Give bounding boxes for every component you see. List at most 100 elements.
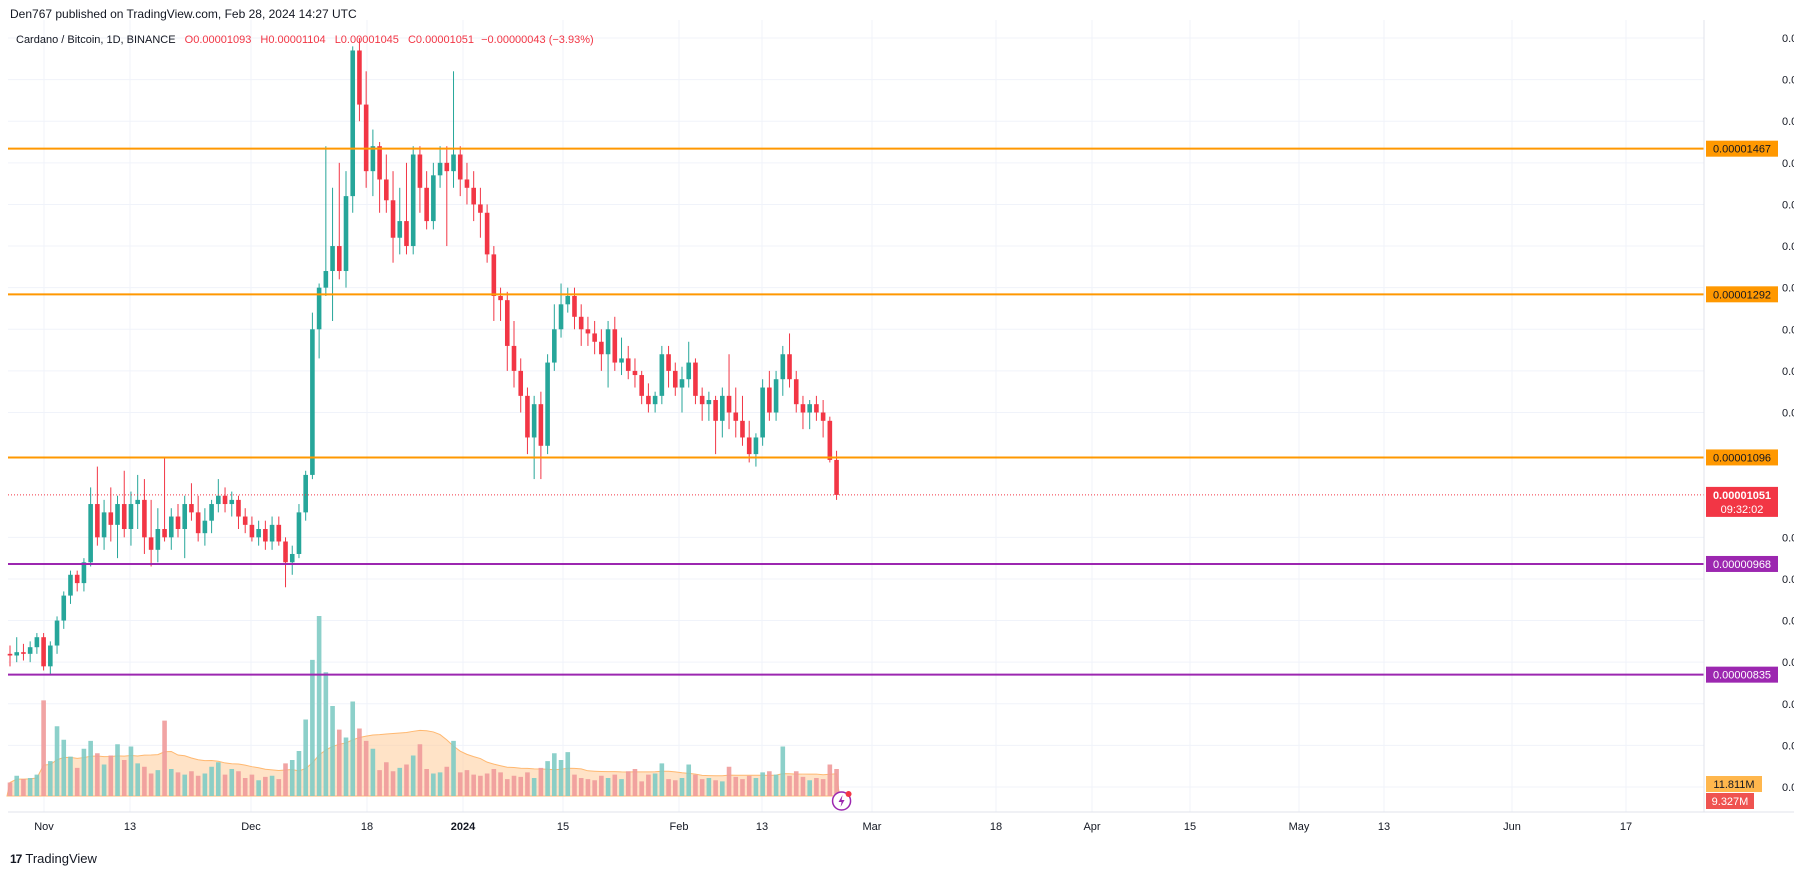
candle-body [531,404,537,438]
candle-body [242,516,248,525]
candle-body [390,200,396,238]
candle-body [350,50,356,197]
time-axis: Nov 13 Dec 18 2024 15 Feb 13 Mar 18 Apr 15 May 13 Jun 1… [8,811,1794,833]
candle-body [14,652,20,656]
candle-body [686,362,692,380]
candle-body [370,146,376,172]
candle-body [753,437,759,455]
candle-body [397,221,403,238]
candle-body [202,520,208,534]
volume-bar [95,753,100,796]
last-price-label: 0.00001051 [1713,490,1771,502]
candle-body [578,316,584,330]
time-tick-label: 13 [1378,821,1390,833]
candle-body [639,375,644,396]
volume-bar [753,778,759,796]
volume-bar [370,748,376,796]
price-tick-label: 0.00001200 [1782,366,1794,378]
candle-body [95,504,100,538]
candle-body [54,620,60,646]
candle-body [659,354,665,396]
time-tick-label: Feb [670,821,689,833]
volume-bar [666,779,671,796]
volume-bar [746,775,752,796]
candle-body [377,146,382,180]
volume-bar [222,774,228,796]
candle-body [142,499,147,538]
footer-brand: TradingView [25,851,97,866]
candle-body [410,154,416,247]
volume-last-tag [1706,793,1754,809]
volume-bar [780,746,786,796]
candle-body [464,179,470,188]
tradingview-logo-icon: 17 [10,851,22,866]
candle-body [7,653,13,656]
candle-body [128,504,134,530]
candle-body [276,524,282,542]
candle-body [632,370,638,376]
candle-body [310,329,315,475]
candle-body [592,333,597,342]
volume-bar [263,776,268,796]
volume-bar [115,744,120,796]
candle-body [471,187,476,205]
volume-bar [437,772,443,796]
volume-bar [48,761,53,796]
candle-body [545,362,550,446]
candle-body [451,154,456,172]
volume-bar [283,763,288,796]
volume-bar [162,720,167,796]
volume-bar [336,729,342,796]
volume-bar [498,772,503,796]
volume-bar [511,775,517,796]
volume-bar [303,719,308,796]
volume-bar [410,755,416,796]
candle-body [612,329,618,363]
candle-body [135,499,140,505]
volume-bar [827,764,833,796]
level-price-label: 0.00001292 [1713,289,1771,301]
volume-bar [531,778,537,796]
volume-bar [269,775,275,796]
volume-bar [726,766,732,796]
candle-body [814,404,819,413]
volume-bar [518,776,524,796]
candle-body [263,529,268,542]
candle-body [336,246,342,272]
price-tick-label: 0.00000800 [1782,699,1794,711]
candle-body [807,404,812,413]
candle-body [437,162,443,176]
volume-bar [108,755,114,796]
candle-body [679,379,685,388]
volume-bar [686,764,692,796]
level-price-label: 0.00001096 [1713,452,1771,464]
volume-bar [592,780,597,796]
candle-body [720,395,725,421]
candle-body [269,524,275,542]
price-axis: 0.00001600 0.00001550 0.00001500 0.00001450… [1703,20,1794,812]
volume-bar [652,773,658,796]
candle-body [605,329,611,355]
candle-body [652,395,658,405]
price-tick-label: 0.00001600 [1782,33,1794,45]
open-value: O0.00001093 [184,34,252,46]
volume-bar [155,770,161,796]
price-tick-label: 0.00000750 [1782,740,1794,752]
candle-body [316,287,322,330]
candle-body [148,537,154,550]
volume-bar [121,760,127,796]
candle-body [793,379,799,405]
time-tick-label: Jun [1503,821,1521,833]
candle-body [619,358,624,363]
candle-body [189,504,194,513]
symbol-name: Cardano / Bitcoin, 1D, BINANCE [16,34,176,46]
volume-bar [820,779,826,796]
candle-body [296,512,302,554]
volume-bar [242,778,248,796]
level-price-tag [1706,286,1778,303]
volume-bar [41,700,46,796]
volume-bar [316,616,322,796]
price-tick-label: 0.00001300 [1782,283,1794,295]
price-tick-label: 0.00000950 [1782,574,1794,586]
